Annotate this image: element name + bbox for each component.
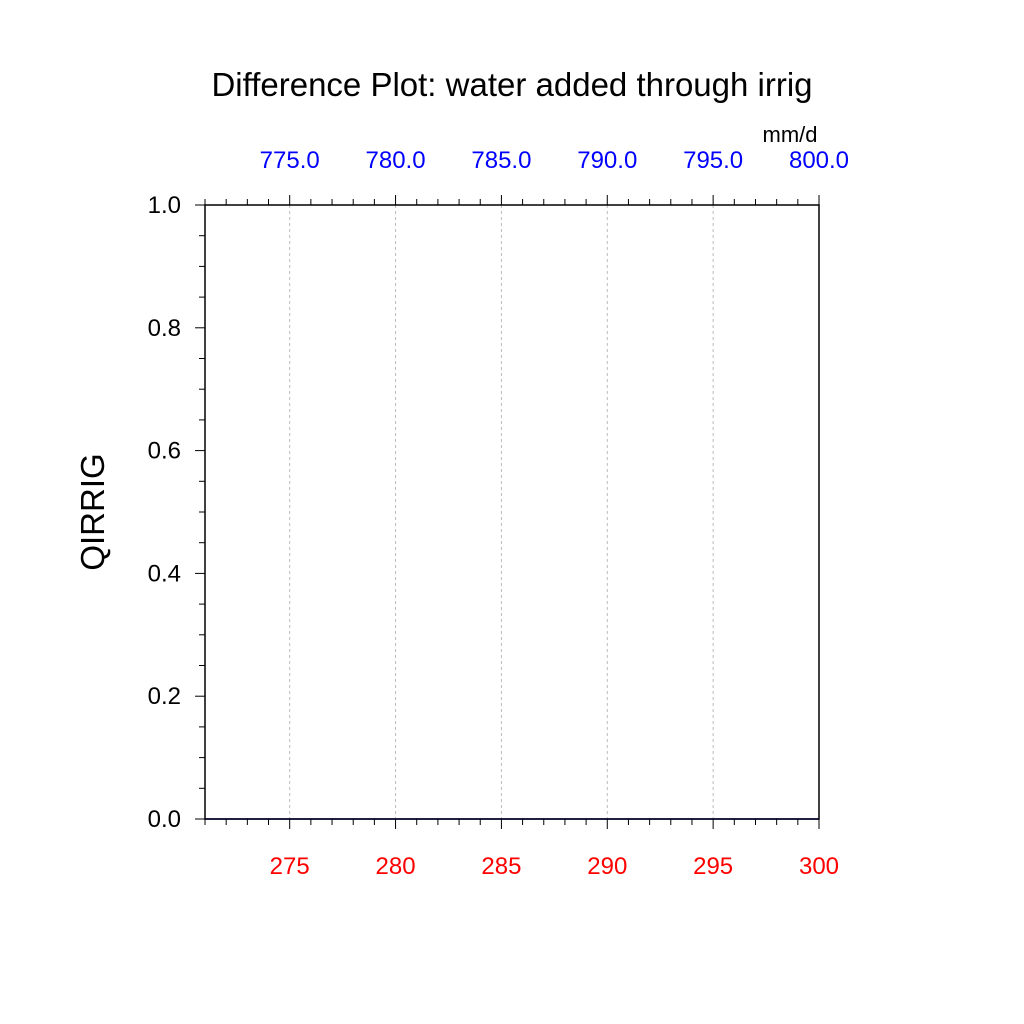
y-tick-label: 0.4 [148, 560, 181, 587]
units-label: mm/d [763, 122, 818, 147]
x-tick-label-top: 800.0 [789, 147, 849, 174]
y-tick-label: 0.0 [148, 806, 181, 833]
y-axis-label: QIRRIG [74, 453, 111, 570]
tick-labels: 0.0 0.2 0.4 0.6 0.8 1.0 275 280 285 290 295 300 775.… [148, 147, 849, 880]
x-tick-label-bottom: 275 [270, 853, 310, 880]
x-tick-label-bottom: 290 [587, 853, 627, 880]
grid [289, 205, 714, 819]
y-tick-label: 0.2 [148, 683, 181, 710]
x-tick-label-top: 785.0 [471, 147, 531, 174]
y-tick-label: 0.8 [148, 315, 181, 342]
y-tick-label: 1.0 [148, 192, 181, 219]
x-tick-label-top: 780.0 [366, 147, 426, 174]
x-tick-label-bottom: 295 [693, 853, 733, 880]
ticks [195, 195, 820, 829]
x-tick-label-top: 795.0 [683, 147, 743, 174]
chart-title: Difference Plot: water added through irr… [211, 66, 812, 103]
plot-frame [204, 204, 820, 820]
x-tick-label-bottom: 300 [799, 853, 839, 880]
x-tick-label-top: 775.0 [260, 147, 320, 174]
x-tick-label-bottom: 285 [481, 853, 521, 880]
y-tick-label: 0.6 [148, 438, 181, 465]
x-tick-label-bottom: 280 [376, 853, 416, 880]
x-tick-label-top: 790.0 [577, 147, 637, 174]
